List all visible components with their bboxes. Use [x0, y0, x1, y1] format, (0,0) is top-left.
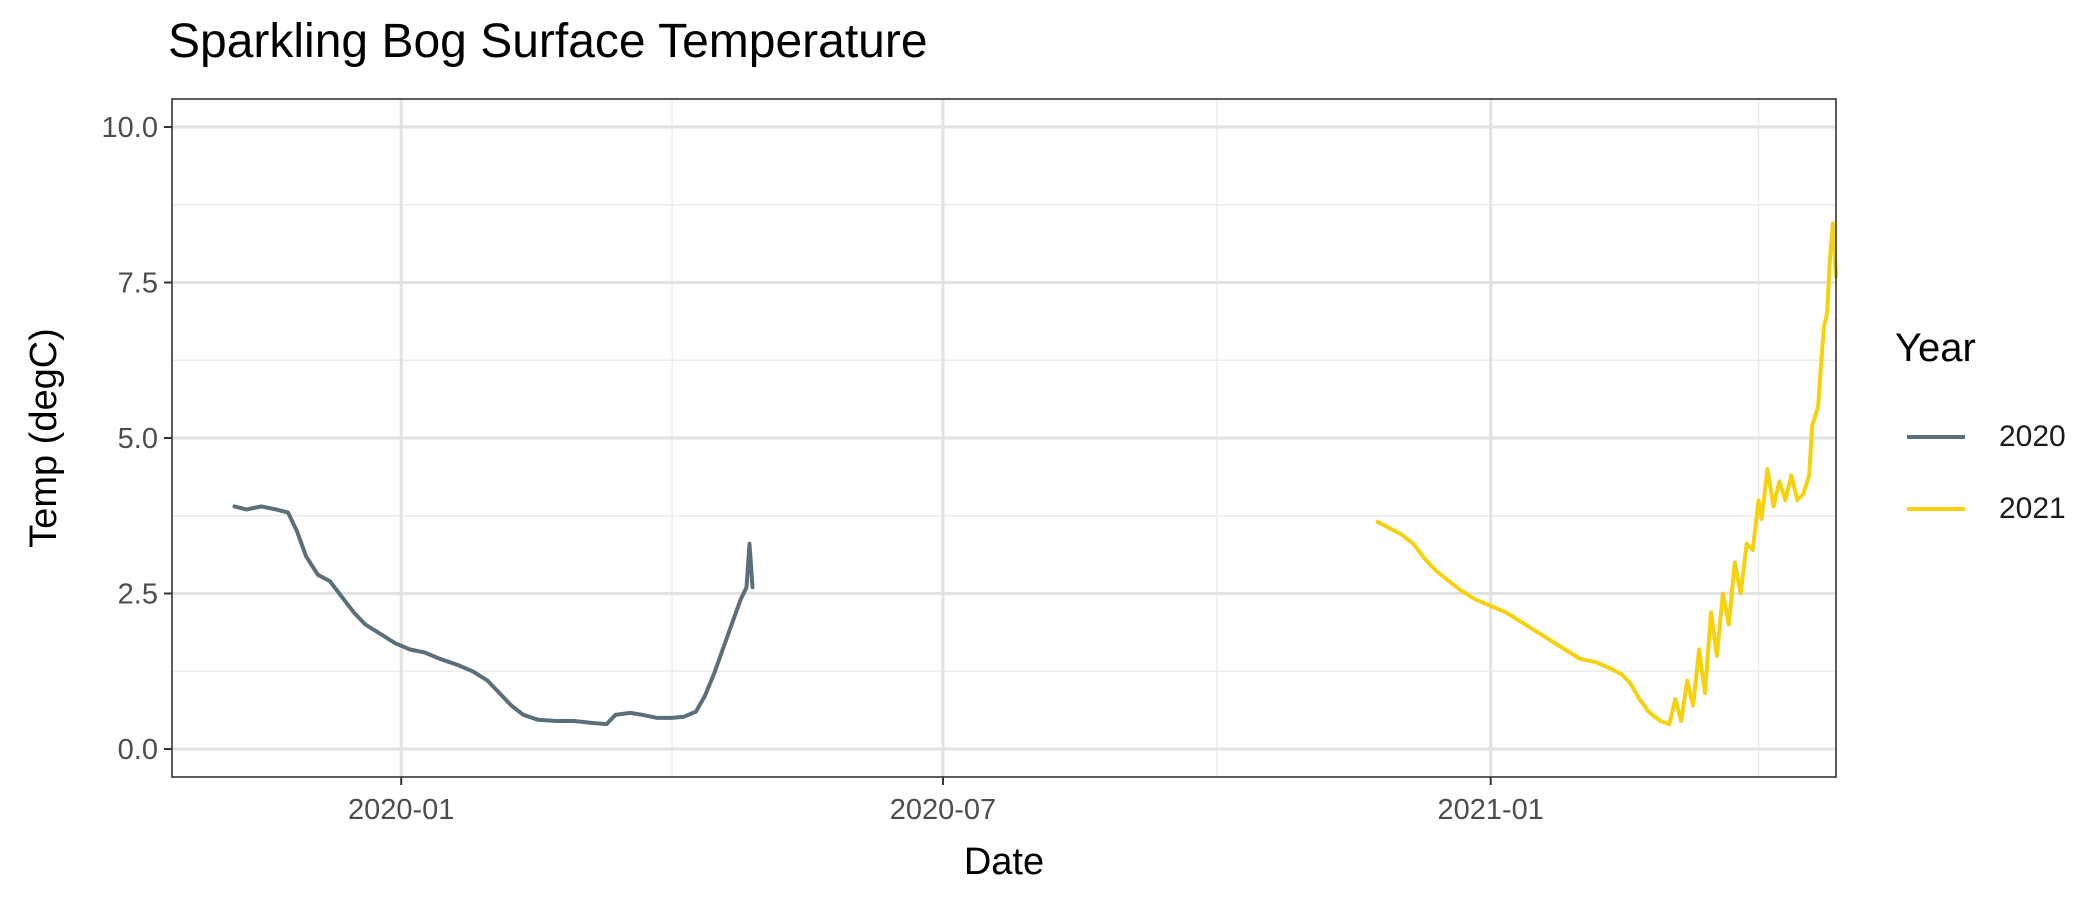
chart-title: Sparkling Bog Surface Temperature [168, 15, 928, 68]
legend-key-2021 [1907, 507, 1965, 511]
x-tick-label: 2020-01 [348, 794, 454, 826]
series-lines [232, 221, 1838, 727]
x-axis: 2020-01 2020-07 2021-01 [348, 777, 1544, 826]
y-tick-label: 2.5 [118, 579, 158, 611]
legend-label-2021: 2021 [1999, 492, 2066, 525]
legend-item-2020: 2020 [1895, 401, 2066, 473]
y-tick-label: 5.0 [118, 423, 158, 455]
major-gridlines [172, 99, 1836, 777]
y-tick-label: 10.0 [102, 112, 158, 144]
legend-title: Year [1895, 326, 1976, 370]
x-tick-label: 2021-01 [1437, 794, 1543, 826]
y-axis: 0.0 2.5 5.0 7.5 10.0 [102, 112, 172, 766]
x-axis-title: Date [964, 841, 1044, 883]
series-line-2020 [232, 504, 755, 727]
y-tick-label: 7.5 [118, 267, 158, 299]
legend-label-2020: 2020 [1999, 420, 2066, 453]
y-tick-label: 0.0 [118, 734, 158, 766]
legend: Year 2020 2021 [1895, 326, 2066, 545]
legend-key-2020 [1907, 435, 1965, 439]
series-line-2021 [1375, 221, 1838, 727]
x-tick-label: 2020-07 [890, 794, 996, 826]
y-axis-title: Temp (degC) [23, 328, 65, 548]
legend-item-2021: 2021 [1895, 473, 2066, 545]
